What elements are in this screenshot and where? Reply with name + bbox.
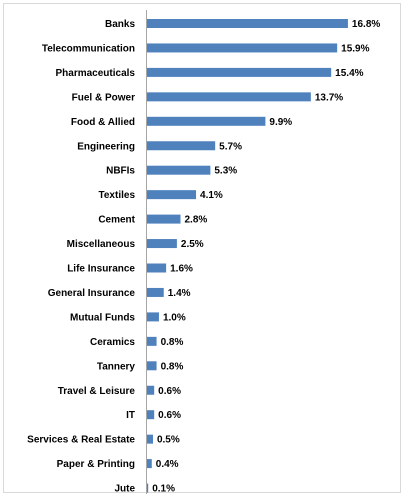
category-label: Miscellaneous [67,239,136,250]
category-label: Jute [114,484,135,494]
bar [147,19,348,28]
bar [147,459,152,469]
value-label: 0.8% [161,337,184,348]
category-labels-group: Banks Telecommunication Pharmaceuticals Fue… [27,19,136,494]
chart-frame: Banks Telecommunication Pharmaceuticals Fue… [3,3,401,494]
value-label: 15.4% [335,68,363,79]
value-label: 2.8% [184,215,207,226]
value-label: 0.4% [156,459,179,470]
bar-chart: Banks Telecommunication Pharmaceuticals Fue… [27,10,380,494]
category-label: Mutual Funds [70,312,135,323]
value-label: 0.6% [158,386,181,397]
category-label: Pharmaceuticals [56,68,136,79]
bar [147,116,266,126]
category-label: Services & Real Estate [27,435,135,446]
category-label: Tannery [97,361,136,372]
bar [147,165,211,175]
value-label: 5.7% [219,141,242,152]
category-label: Travel & Leisure [58,386,136,397]
bar [147,43,338,53]
bar [147,190,197,200]
value-label: 5.3% [214,166,237,177]
value-label: 4.1% [200,190,223,201]
value-label: 15.9% [341,43,369,54]
category-label: Paper & Printing [57,459,135,470]
category-label: Ceramics [90,337,135,348]
value-label: 1.0% [163,312,186,323]
value-label: 0.1% [152,484,175,494]
bar [147,312,159,322]
category-label: Engineering [77,141,135,152]
category-label: IT [126,410,135,421]
bar [147,239,177,249]
category-label: Cement [98,215,135,226]
bar [147,336,157,346]
value-label: 0.6% [158,410,181,421]
bar [147,287,164,297]
category-label: Life Insurance [67,264,135,275]
value-label: 1.4% [168,288,191,299]
bar [147,385,155,395]
value-label: 13.7% [315,92,343,103]
category-label: Fuel & Power [72,92,135,103]
bar [147,410,155,420]
value-label: 0.8% [161,361,184,372]
bar [147,361,157,371]
bar [147,483,149,493]
bar [147,92,311,102]
category-label: General Insurance [48,288,136,299]
bar [147,67,332,77]
value-label: 9.9% [269,117,292,128]
category-label: Banks [105,19,135,30]
category-label: Food & Allied [71,117,135,128]
value-label: 2.5% [181,239,204,250]
category-label: NBFIs [106,166,135,177]
category-label: Telecommunication [42,43,135,54]
category-label: Textiles [99,190,136,201]
value-label: 0.5% [157,435,180,446]
bars-group [147,19,348,493]
value-label: 16.8% [352,19,380,30]
bar [147,263,167,273]
value-labels-group: 16.8% 15.9% 15.4% 13.7% 9.9% 5.7% 5.3% 4.1% 2.8%… [152,19,380,494]
value-label: 1.6% [170,264,193,275]
bar [147,141,216,151]
bar [147,214,181,224]
bar [147,434,153,444]
